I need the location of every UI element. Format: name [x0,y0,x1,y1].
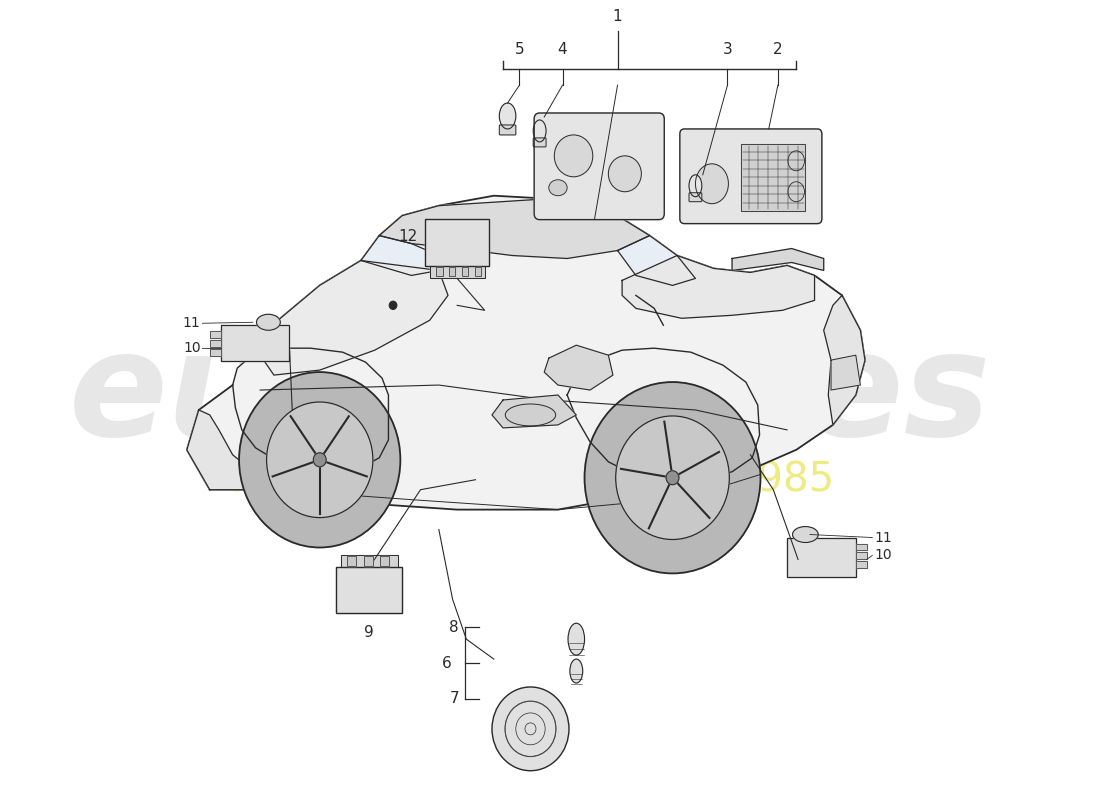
Bar [856,543,867,550]
Polygon shape [261,261,448,375]
Bar [436,267,442,277]
Polygon shape [824,295,865,425]
Ellipse shape [788,151,804,170]
Polygon shape [233,348,388,472]
Polygon shape [187,196,865,510]
Polygon shape [568,348,760,482]
Bar [210,331,221,338]
Bar [430,266,485,278]
FancyBboxPatch shape [535,113,664,220]
Bar [788,538,856,578]
Polygon shape [187,410,255,490]
Bar [210,340,221,347]
FancyBboxPatch shape [680,129,822,224]
Bar [856,562,867,569]
Polygon shape [544,345,613,390]
Bar [210,340,221,347]
Text: 2: 2 [773,42,783,57]
Ellipse shape [549,180,568,196]
Bar [856,562,867,569]
Text: 10: 10 [183,341,200,355]
Bar [381,557,389,566]
FancyBboxPatch shape [499,125,516,135]
Polygon shape [361,235,439,275]
Polygon shape [733,249,824,270]
Bar [348,557,356,566]
Bar [381,557,389,566]
Bar [341,555,397,567]
Bar [210,349,221,356]
FancyBboxPatch shape [689,193,702,202]
Text: a passion for parts since 1985: a passion for parts since 1985 [227,460,834,500]
Bar [221,326,289,361]
Bar [436,267,442,277]
Bar [210,331,221,338]
Ellipse shape [616,416,729,539]
Bar [449,267,455,277]
Ellipse shape [793,526,818,542]
Bar [741,144,805,210]
Ellipse shape [505,404,556,426]
Ellipse shape [568,623,584,655]
Polygon shape [617,235,695,286]
Polygon shape [623,255,814,318]
Bar [348,557,356,566]
Text: 10: 10 [874,549,892,562]
Text: 11: 11 [183,316,200,330]
Bar [856,553,867,559]
Ellipse shape [667,470,679,485]
Text: eurospares: eurospares [69,325,992,466]
Text: 7: 7 [450,691,459,706]
Bar [210,349,221,356]
Text: 12: 12 [398,229,418,244]
Bar [474,267,481,277]
Polygon shape [379,198,650,258]
FancyBboxPatch shape [534,138,546,147]
Text: 11: 11 [874,530,892,545]
Ellipse shape [256,314,280,330]
Bar [221,326,289,361]
Bar [425,218,490,266]
Bar [341,555,397,567]
Polygon shape [830,355,860,390]
Bar [856,543,867,550]
Ellipse shape [266,402,373,518]
Text: 8: 8 [450,620,459,634]
Ellipse shape [499,103,516,129]
Bar [462,267,469,277]
Ellipse shape [570,659,583,683]
Text: 4: 4 [558,42,568,57]
Ellipse shape [554,135,593,177]
Ellipse shape [314,453,326,466]
Polygon shape [492,395,576,428]
Ellipse shape [608,156,641,192]
Bar [856,553,867,559]
Bar [364,557,373,566]
Bar [449,267,455,277]
Ellipse shape [492,687,569,770]
Text: 5: 5 [515,42,525,57]
Ellipse shape [389,302,397,310]
Ellipse shape [695,164,728,204]
Ellipse shape [689,174,702,197]
Ellipse shape [788,182,804,202]
Bar [425,218,490,266]
Text: 9: 9 [364,626,374,640]
Bar [430,266,485,278]
Ellipse shape [584,382,760,574]
Bar [462,267,469,277]
Text: 1: 1 [613,10,623,24]
Text: 3: 3 [723,42,733,57]
Bar [788,538,856,578]
Bar [364,557,373,566]
Bar [337,567,403,614]
Bar [337,567,403,614]
Bar [741,144,805,210]
Ellipse shape [239,372,400,547]
Ellipse shape [534,120,546,142]
Text: 6: 6 [442,655,452,670]
Bar [474,267,481,277]
